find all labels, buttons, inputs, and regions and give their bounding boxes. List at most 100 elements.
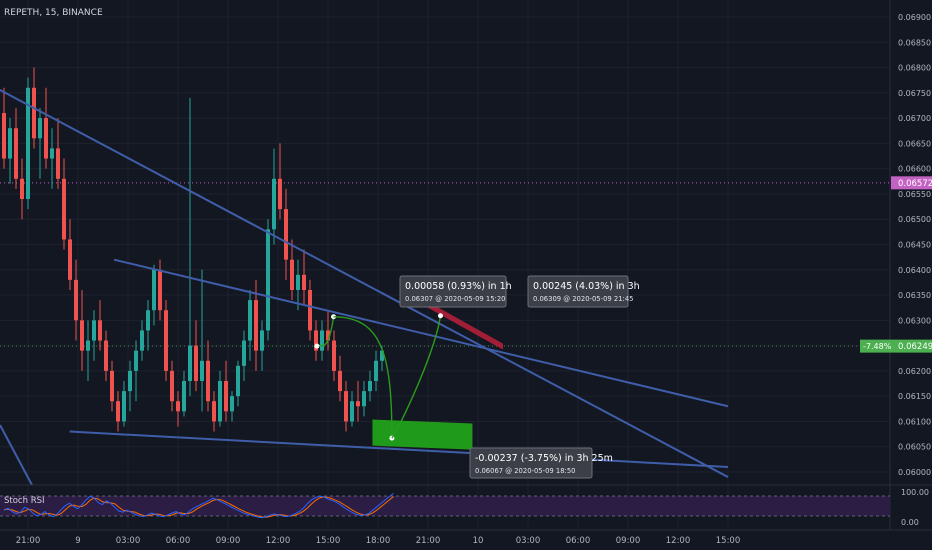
candle-body — [14, 128, 18, 179]
projection-path-2 — [333, 316, 393, 439]
candle-body — [374, 360, 378, 381]
candle-body — [332, 340, 336, 371]
time-tick: 18:00 — [366, 536, 391, 546]
candle-body — [158, 269, 162, 311]
candle-body — [362, 391, 366, 407]
support-zone — [372, 419, 473, 450]
callout-2-sub: 0.06309 @ 2020-05-09 21:45 — [533, 295, 633, 303]
candle-body — [2, 113, 6, 159]
resistance-zone — [419, 297, 503, 350]
price-tick: 0.06700 — [898, 114, 931, 123]
time-tick: 09:00 — [216, 536, 241, 546]
trend-line-4 — [0, 424, 33, 486]
candle-body — [242, 340, 246, 366]
projection-point — [438, 313, 443, 319]
price-tick: 0.06350 — [898, 291, 931, 300]
time-tick: 9 — [75, 536, 80, 546]
candle-body — [290, 259, 294, 290]
callout-1-sub: 0.06307 @ 2020-05-09 15:20 — [405, 295, 505, 303]
callout-3-box — [469, 447, 593, 479]
candle-body — [182, 381, 186, 412]
time-tick: 10 — [473, 536, 484, 546]
time-tick: 12:00 — [266, 536, 291, 546]
callout-1-title: 0.00058 (0.93%) in 1h — [405, 281, 512, 292]
candle-body — [170, 370, 174, 402]
candle-body — [188, 345, 192, 381]
projection-paths[interactable] — [314, 313, 443, 441]
price-tick: 0.06650 — [898, 139, 931, 148]
candle-body — [236, 365, 240, 397]
candle-body — [56, 148, 60, 179]
candle-body — [338, 370, 342, 392]
symbol-title: REPETH, 15, BINANCE — [4, 8, 103, 18]
candle-body — [314, 330, 318, 351]
stoch-rsi-lines — [3, 493, 394, 519]
candle-body — [128, 370, 132, 392]
time-axis[interactable]: 21:00 9 03:00 06:00 09:00 12:00 15:00 18:00 21:0… — [16, 536, 741, 546]
candle-body — [50, 148, 54, 159]
candle-body — [218, 381, 222, 422]
candle-body — [38, 118, 42, 139]
candle-body — [224, 381, 228, 412]
candle-body — [344, 391, 348, 422]
candle-body — [272, 178, 276, 230]
candle-body — [26, 87, 30, 199]
time-tick: 15:00 — [716, 536, 741, 546]
candle-body — [68, 239, 72, 280]
price-tick: 0.06800 — [898, 64, 931, 73]
candle-body — [164, 310, 168, 371]
candle-body — [152, 269, 156, 311]
candle-body — [254, 300, 258, 351]
stoch-tick-0: 0.00 — [901, 518, 919, 527]
candle-body — [356, 401, 360, 407]
price-tick: 0.06100 — [898, 417, 931, 426]
candle-body — [200, 360, 204, 381]
candle-body — [296, 274, 300, 290]
candle-body — [350, 401, 354, 422]
time-tick: 21:00 — [416, 536, 441, 546]
time-tick: 15:00 — [316, 536, 341, 546]
price-tick: 0.06600 — [898, 165, 931, 174]
candle-body — [140, 330, 144, 351]
candle-body — [260, 330, 264, 351]
candle-body — [278, 178, 282, 210]
price-tick: 0.06750 — [898, 89, 931, 98]
candle-body — [308, 290, 312, 331]
candle-body — [302, 274, 306, 290]
cursor-price-tag: -7.48% 0.06249 — [860, 339, 932, 353]
price-tick: 0.06000 — [898, 468, 931, 477]
trend-line-3 — [69, 430, 729, 468]
stoch-d-line — [4, 496, 394, 518]
price-tick: 0.06850 — [898, 38, 931, 47]
price-tick: 0.06150 — [898, 392, 931, 401]
candle-body — [110, 370, 114, 402]
candle-body — [8, 128, 12, 159]
zones — [372, 297, 503, 450]
candle-body — [194, 345, 198, 381]
callout-3-title: -0.00237 (-3.75%) in 3h 25m — [475, 453, 613, 464]
cursor-price-label: 0.06249 — [898, 342, 932, 352]
price-tick: 0.06550 — [898, 190, 931, 199]
callout-1[interactable]: 0.00058 (0.93%) in 1h 0.06307 @ 2020-05-… — [399, 275, 512, 308]
stoch-band — [0, 496, 890, 516]
candle-body — [62, 178, 66, 240]
candle-body — [248, 300, 252, 341]
candle-body — [44, 118, 48, 159]
candle-body — [320, 330, 324, 351]
cursor-percent-label: -7.48% — [863, 342, 892, 351]
trend-line-2 — [113, 258, 729, 408]
time-tick: 06:00 — [566, 536, 591, 546]
callout-3[interactable]: -0.00237 (-3.75%) in 3h 25m 0.06067 @ 20… — [469, 447, 613, 479]
candle-body — [368, 381, 372, 392]
time-tick: 21:00 — [16, 536, 41, 546]
projection-path-3 — [391, 315, 442, 439]
candle-body — [230, 396, 234, 412]
candle-body — [80, 320, 84, 351]
current-price-label: 0.06572 — [898, 179, 932, 189]
trend-lines[interactable] — [0, 83, 729, 486]
callout-2[interactable]: 0.00245 (4.03%) in 3h 0.06309 @ 2020-05-… — [527, 275, 640, 308]
callout-2-box — [527, 275, 629, 308]
candle-body — [74, 279, 78, 321]
